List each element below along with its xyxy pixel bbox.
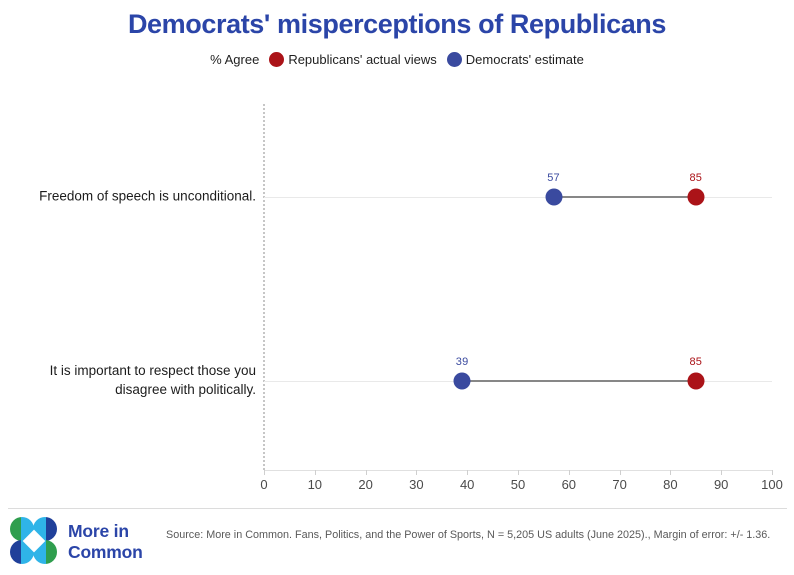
x-axis-tick-label: 30 <box>409 477 424 492</box>
more-in-common-logo-icon <box>10 517 57 564</box>
data-point-dot <box>687 188 705 206</box>
category-label: Freedom of speech is unconditional. <box>39 188 256 204</box>
source-text: Source: More in Common. Fans, Politics, … <box>166 529 771 541</box>
value-label: 85 <box>689 356 703 368</box>
x-axis-tick <box>314 470 316 475</box>
x-axis-tick <box>264 470 265 475</box>
legend-item-label: Democrats' estimate <box>465 52 584 67</box>
x-axis-tick <box>721 470 723 475</box>
x-axis-tick <box>670 470 672 475</box>
chart-title: Democrats' misperceptions of Republicans <box>127 9 667 39</box>
x-axis-tick-label: 80 <box>663 477 678 492</box>
x-axis-tick <box>772 470 773 475</box>
legend-item-democrats-estimate: Democrats' estimate <box>446 52 584 67</box>
x-axis-tick-label: 10 <box>307 477 323 492</box>
value-label: 85 <box>689 172 703 184</box>
blue-dot-icon <box>446 52 462 67</box>
x-axis-tick <box>568 470 570 475</box>
category-label: It is important to respect those you dis… <box>49 363 256 397</box>
logo-wordmark: More in Common <box>68 521 143 562</box>
x-axis-tick <box>467 470 469 475</box>
x-axis-tick-label: 50 <box>510 477 526 492</box>
x-axis-tick-label: 60 <box>561 477 577 492</box>
value-label: 39 <box>455 356 469 368</box>
x-axis-tick <box>518 470 519 475</box>
data-point-dot <box>687 372 705 390</box>
dumbbell-connector <box>553 196 696 198</box>
dumbbell-connector <box>462 380 696 382</box>
y-axis-dotted-line <box>263 104 265 470</box>
x-axis-tick <box>619 470 621 475</box>
footer-divider <box>8 508 787 509</box>
x-axis-tick <box>416 470 418 475</box>
x-axis-tick-label: 90 <box>713 477 729 492</box>
data-point-dot <box>453 372 471 390</box>
row-gridline <box>264 196 772 198</box>
red-dot-icon <box>269 52 285 67</box>
legend: % Agree Republicans' actual views Democr… <box>0 52 794 67</box>
logo-wordmark-line1: More in <box>68 521 129 541</box>
x-axis-tick-label: 70 <box>612 477 627 492</box>
x-axis-tick-label: 0 <box>260 477 268 492</box>
legend-prefix-label: % Agree <box>210 52 260 67</box>
legend-item-label: Republicans' actual views <box>288 52 437 67</box>
legend-item-republicans-actual-views: Republicans' actual views <box>269 52 437 67</box>
x-axis-tick-label: 20 <box>358 477 373 492</box>
x-axis-tick-label: 100 <box>761 477 783 492</box>
x-axis-tick-label: 40 <box>459 477 475 492</box>
data-point-dot <box>545 188 563 206</box>
logo-wordmark-line2: Common <box>68 541 143 562</box>
value-label: 57 <box>547 172 560 184</box>
x-axis-tick <box>365 470 367 475</box>
